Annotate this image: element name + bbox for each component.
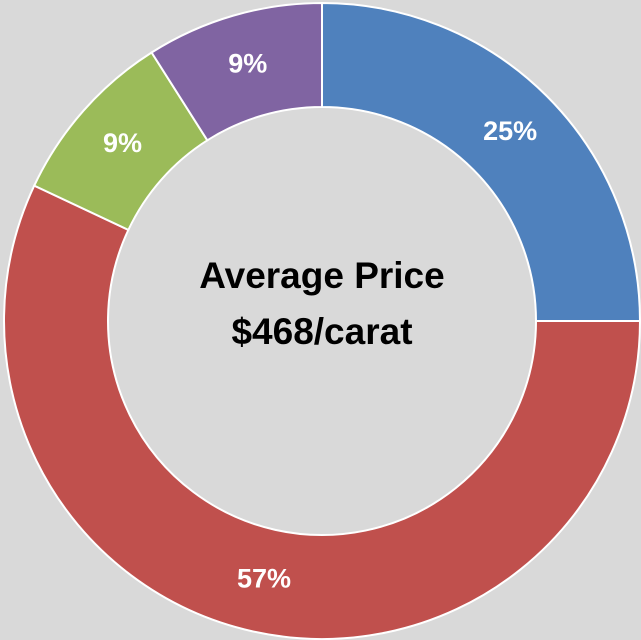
segments <box>3 1 641 640</box>
data-label: 9% <box>103 128 142 158</box>
data-label: 9% <box>228 49 267 79</box>
donut-segment <box>321 1 641 322</box>
donut-segment <box>3 184 641 640</box>
data-label: 25% <box>483 116 537 146</box>
center-label: Average Price <box>199 255 444 296</box>
donut-segment <box>150 1 323 142</box>
data-label: 57% <box>237 564 291 594</box>
center-label: $468/carat <box>231 311 412 352</box>
